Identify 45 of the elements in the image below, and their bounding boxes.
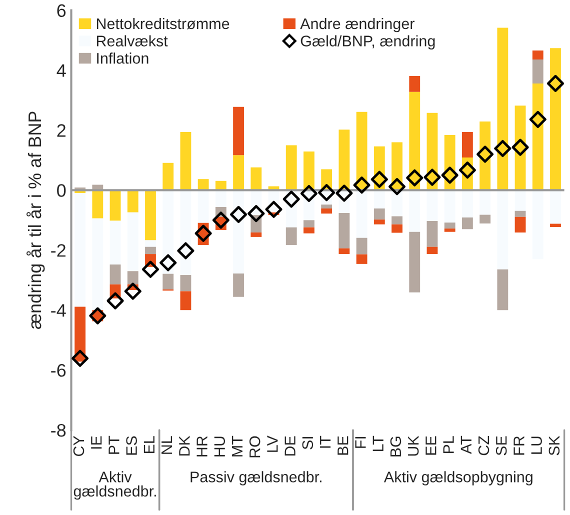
x-tick-label: HU [214, 436, 226, 456]
x-tick-label: CZ [478, 436, 490, 456]
legend-label: Inflation [97, 52, 148, 64]
x-tick-label: FR [514, 436, 524, 455]
x-tick-label: DE [284, 436, 296, 456]
x-tick-label: IE [91, 436, 102, 449]
x-tick-label: HR [196, 436, 208, 456]
y-tick-label: -4 [51, 304, 66, 317]
x-tick-label: BE [338, 436, 348, 455]
text: Aktiv gældsopbygning [384, 471, 532, 486]
x-tick-label: LU [531, 436, 542, 454]
x-tick-label: SI [302, 436, 314, 450]
x-tick-label: AT [460, 436, 472, 454]
x-tick-label: SE [496, 436, 507, 456]
y-tick-label: -2 [51, 244, 66, 257]
x-tick-label: EE [426, 436, 436, 455]
legend-label: Gæld/BNP, ændring [300, 35, 435, 50]
text: Aktiv gældsnedbr. [74, 471, 156, 500]
x-tick-label: NL [162, 436, 172, 454]
legend-label: Andre ændringer [300, 18, 414, 32]
y-tick-label: -6 [51, 364, 66, 377]
x-tick-label: DK [179, 436, 190, 456]
text: Passiv gældsnedbr. [190, 471, 322, 486]
x-tick-label: ES [126, 436, 137, 455]
x-tick-label: BG [390, 436, 402, 456]
x-tick-label: PT [108, 436, 120, 454]
y-tick-label: 0 [57, 184, 66, 197]
x-tick-label: RO [249, 436, 260, 458]
y-tick-label: -8 [51, 424, 66, 437]
x-tick-label: SK [548, 436, 560, 456]
x-tick-label: CY [73, 436, 84, 456]
x-tick-label: FI [355, 436, 366, 448]
x-tick-label: IT [320, 436, 331, 448]
y-tick-label: 4 [56, 64, 66, 77]
x-tick-label: UK [408, 436, 419, 456]
x-tick-label: EL [144, 436, 154, 454]
x-tick-label: LV [267, 436, 278, 452]
y-tick-label: 2 [57, 124, 66, 137]
legend-label: Nettokreditstrømme [96, 18, 230, 30]
x-tick-label: PL [443, 436, 454, 454]
y-tick-label: 6 [57, 4, 66, 18]
x-tick-label: MT [232, 436, 242, 456]
legend-label: Realvækst [96, 35, 168, 46]
y-axis-title: ændring år til år i % af BNP [26, 112, 45, 329]
x-tick-label: LT [372, 436, 384, 452]
